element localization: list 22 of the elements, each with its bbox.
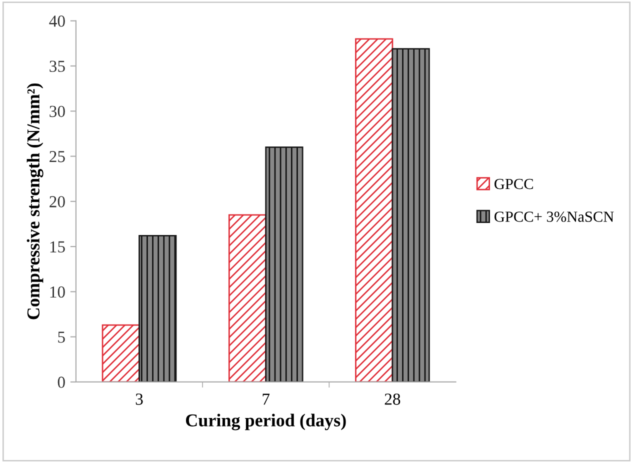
y-tick-label: 20 xyxy=(50,196,65,208)
legend-label: GPCC+ 3%NaSCN xyxy=(494,212,614,222)
bar xyxy=(138,235,177,382)
legend-label: GPCC xyxy=(494,178,533,190)
bar xyxy=(228,214,267,382)
y-tick-label: 10 xyxy=(50,286,65,298)
x-tick-label: 28 xyxy=(384,394,400,405)
x-tick-label: 7 xyxy=(262,394,270,405)
y-tick-label: 30 xyxy=(50,106,65,118)
y-tick-label: 25 xyxy=(50,151,65,162)
y-axis-title: Compressive strength (N/mm²) xyxy=(26,83,44,320)
y-tick-label: 0 xyxy=(58,376,65,388)
y-tick-label: 40 xyxy=(49,16,65,27)
bar xyxy=(392,48,430,382)
bar xyxy=(102,324,140,382)
x-axis-title: Curing period (days) xyxy=(186,414,346,430)
bar xyxy=(265,146,304,382)
y-tick-label: 35 xyxy=(50,60,65,72)
x-tick-label: 3 xyxy=(136,394,143,405)
y-tick-label: 5 xyxy=(58,332,65,343)
bar xyxy=(355,38,394,382)
y-tick-label: 15 xyxy=(50,241,65,252)
